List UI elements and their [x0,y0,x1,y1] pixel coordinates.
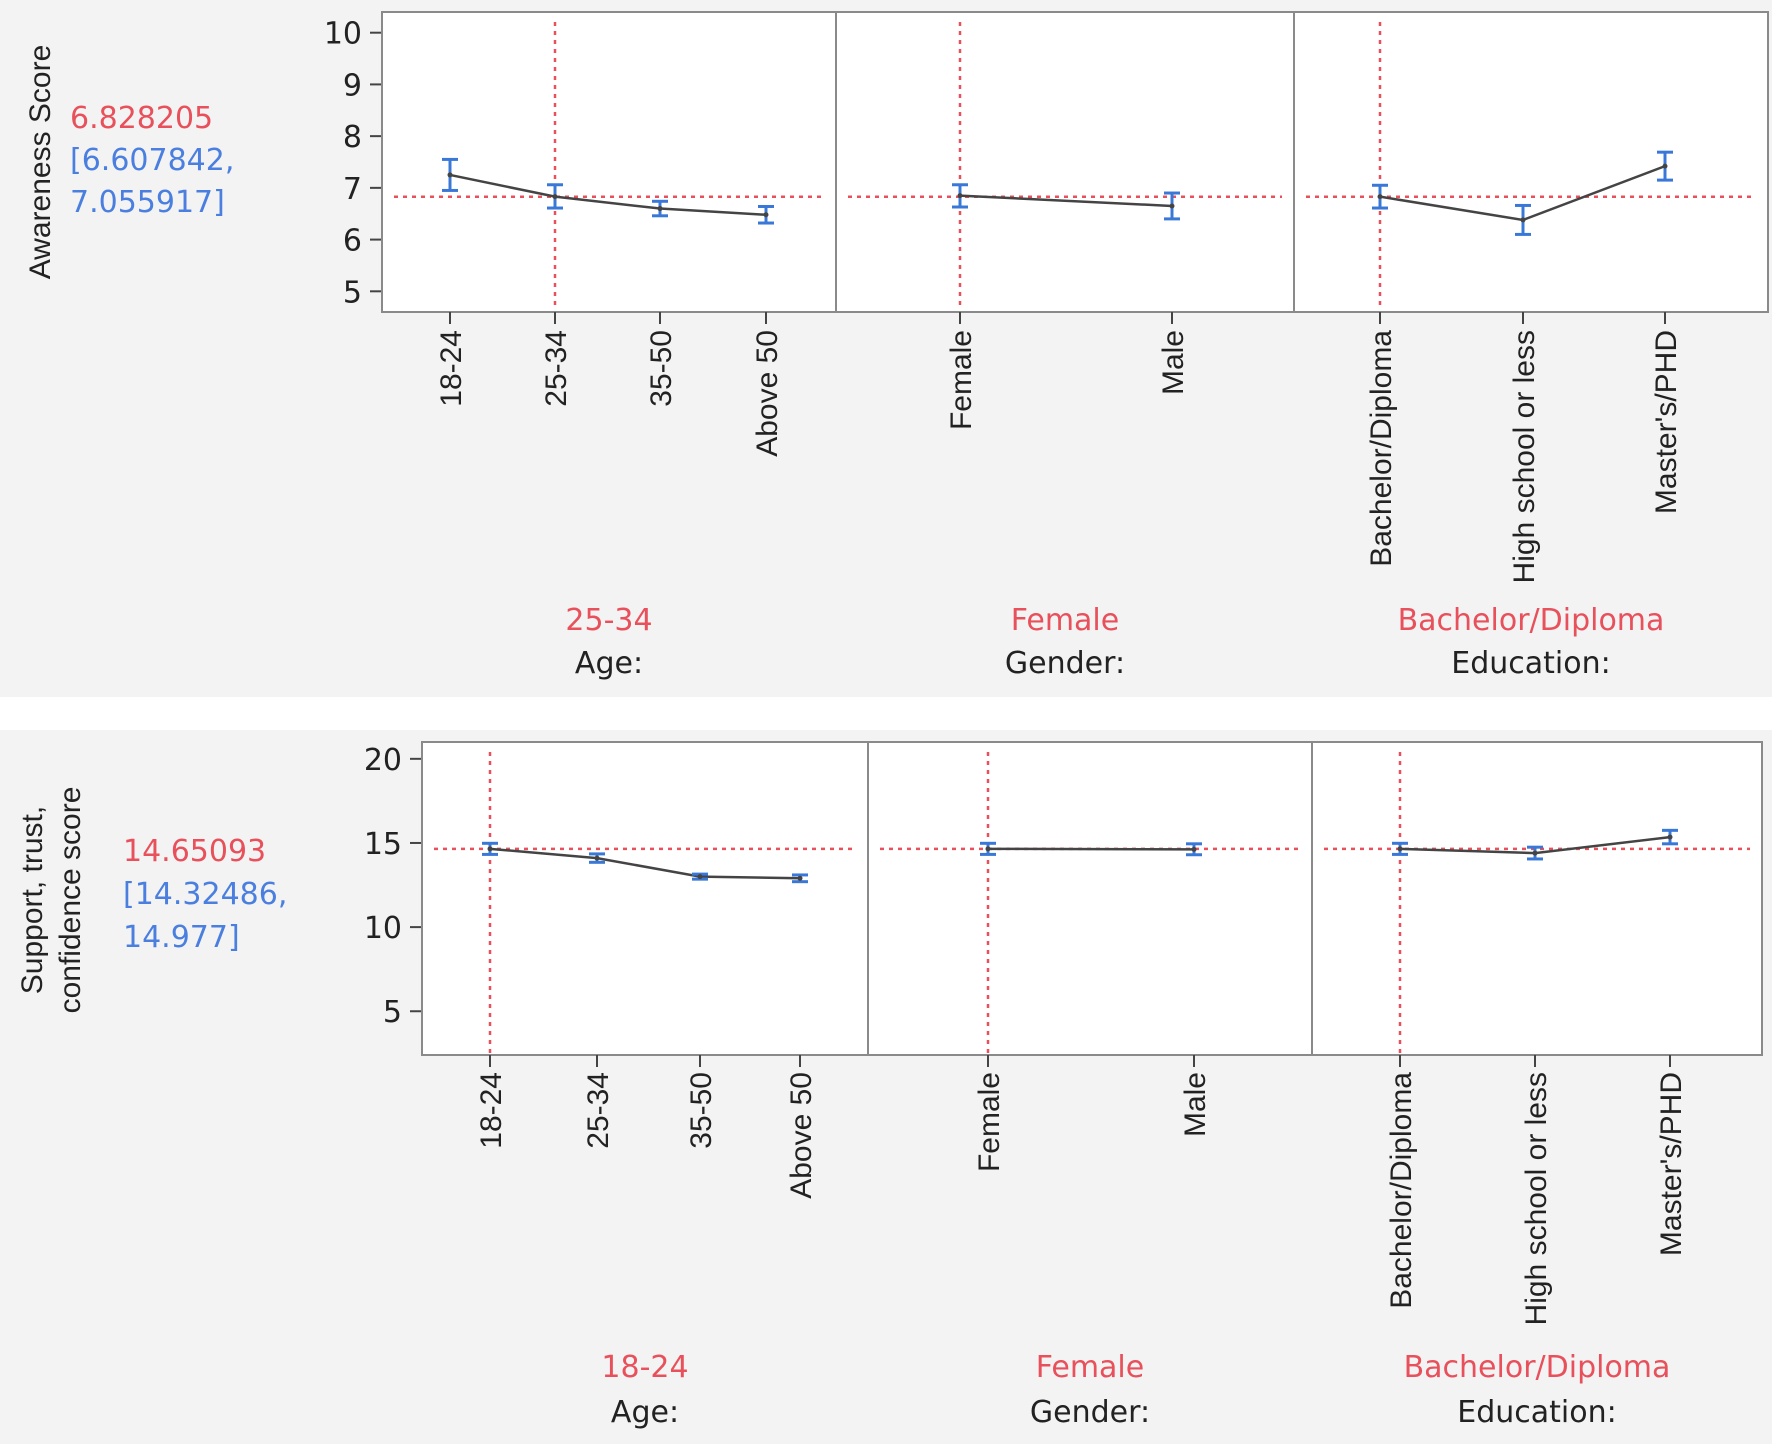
current-setting-value[interactable]: Bachelor/Diploma [1398,603,1665,638]
data-point [1532,850,1538,856]
x-tick-label: Bachelor/Diploma [1385,1072,1418,1309]
interval-high: 7.055917] [70,185,225,220]
y-tick-label: 8 [343,120,362,155]
interval-low: [6.607842, [70,143,234,178]
support-trust-confidence-profiler: 5 10 15 20 Support, trust, confidence score 14… [0,730,1772,1444]
current-setting-value[interactable]: Female [1036,1350,1144,1385]
panel-age: 18-24 25-34 35-50 Above 50 25-34 Age: [381,11,837,681]
x-tick-label: High school or less [1520,1072,1553,1325]
x-tick-label: Above 50 [751,330,784,457]
factor-name: Gender: [1005,646,1125,681]
x-tick-label: Bachelor/Diploma [1365,330,1398,567]
data-point [552,194,558,200]
support-trust-confidence-chart: 5 10 15 20 Support, trust, confidence score 14… [16,741,1763,1430]
panel-frame [421,741,869,1056]
x-tick-label: Master's/PHD [1650,330,1683,514]
x-tick-label: Above 50 [785,1072,818,1199]
data-point [487,846,493,852]
y-tick-label: 6 [343,224,362,259]
x-tick-label: Female [973,1072,1006,1172]
data-point [447,172,453,178]
data-point [697,874,703,880]
x-tick-label: High school or less [1508,330,1541,583]
data-point [1169,203,1175,209]
panel-frame [381,11,837,313]
profile-line [489,847,801,880]
data-point [594,855,600,861]
prediction-value: 14.65093 [123,834,266,869]
data-point [985,846,991,852]
panel-age: 18-24 25-34 35-50 Above 50 18-24 Age: [421,741,869,1430]
profile-line [449,173,767,217]
y-tick-label: 5 [383,995,402,1030]
current-setting-value[interactable]: Female [1011,603,1119,638]
awareness-score-profiler: 5 6 7 8 9 10 Awareness Score 6.828205 [6.607842,… [0,0,1772,697]
data-point [763,212,769,218]
data-point [1662,163,1668,169]
x-tick-label: 25-34 [582,1072,615,1149]
x-tick-label: Female [945,330,978,430]
factor-name: Education: [1451,646,1610,681]
panel-frame [1311,741,1763,1056]
factor-name: Gender: [1030,1395,1150,1430]
interval-low: [14.32486, [123,877,287,912]
y-tick-label: 5 [343,275,362,310]
y-axis-label: Awareness Score [24,45,57,280]
data-point [1520,217,1526,223]
y-tick-label: 20 [364,743,402,778]
data-point [1377,194,1383,200]
x-tick-label: 35-50 [685,1072,718,1149]
y-tick-label: 10 [324,17,362,52]
x-tick-label: 35-50 [645,330,678,407]
panel-gender: Female Male Female Gender: [867,741,1313,1430]
y-axis-label-line: Support, trust, [16,806,49,994]
data-point [797,875,803,881]
x-tick-label: 18-24 [475,1072,508,1149]
data-point [1191,846,1197,852]
awareness-score-chart: 5 6 7 8 9 10 Awareness Score 6.828205 [6.607842,… [24,11,1769,681]
current-setting-value[interactable]: 18-24 [601,1350,688,1385]
factor-name: Age: [611,1395,679,1430]
x-tick-label: 18-24 [435,330,468,407]
prediction-value: 6.828205 [70,101,213,136]
panel-frame [835,11,1295,313]
y-tick-label: 9 [343,68,362,103]
panel-education: Bachelor/Diploma High school or less Maste… [1293,11,1769,681]
interval-high: 14.977] [123,920,240,955]
x-tick-label: Master's/PHD [1655,1072,1688,1256]
data-point [1667,834,1673,840]
panel-gender: Female Male Female Gender: [835,11,1295,681]
y-axis-label-line: confidence score [54,787,87,1014]
panel-frame [1293,11,1769,313]
x-tick-label: Male [1179,1072,1212,1137]
x-tick-label: 25-34 [540,330,573,407]
data-point [657,206,663,212]
y-tick-label: 10 [364,911,402,946]
current-setting-value[interactable]: Bachelor/Diploma [1404,1350,1671,1385]
panel-frame [867,741,1313,1056]
x-tick-label: Male [1157,330,1190,395]
y-tick-label: 7 [343,172,362,207]
data-point [957,193,963,199]
profile-line [959,194,1173,208]
current-setting-value[interactable]: 25-34 [565,603,652,638]
y-tick-label: 15 [364,827,402,862]
factor-name: Education: [1457,1395,1616,1430]
profile-line [987,847,1195,851]
factor-name: Age: [575,646,643,681]
data-point [1397,846,1403,852]
panel-education: Bachelor/Diploma High school or less Maste… [1311,741,1763,1430]
